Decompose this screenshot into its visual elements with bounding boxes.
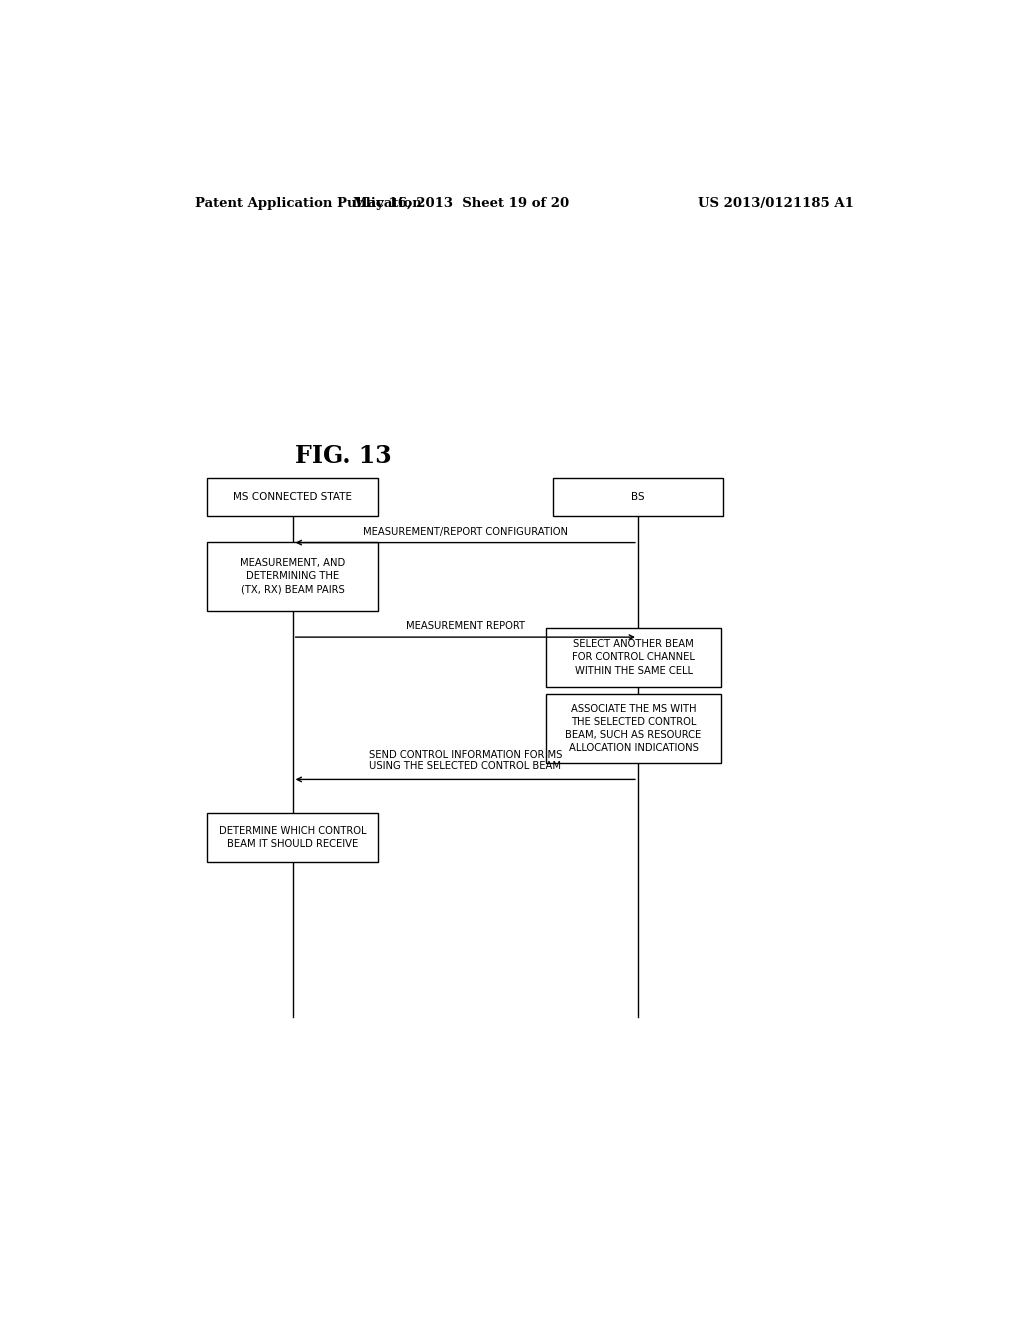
FancyBboxPatch shape bbox=[553, 478, 723, 516]
Text: Patent Application Publication: Patent Application Publication bbox=[196, 197, 422, 210]
FancyBboxPatch shape bbox=[207, 478, 378, 516]
FancyBboxPatch shape bbox=[546, 694, 721, 763]
Text: May 16, 2013  Sheet 19 of 20: May 16, 2013 Sheet 19 of 20 bbox=[353, 197, 569, 210]
Text: US 2013/0121185 A1: US 2013/0121185 A1 bbox=[698, 197, 854, 210]
FancyBboxPatch shape bbox=[207, 541, 378, 611]
Text: SEND CONTROL INFORMATION FOR MS
USING THE SELECTED CONTROL BEAM: SEND CONTROL INFORMATION FOR MS USING TH… bbox=[369, 750, 562, 771]
Text: DETERMINE WHICH CONTROL
BEAM IT SHOULD RECEIVE: DETERMINE WHICH CONTROL BEAM IT SHOULD R… bbox=[219, 826, 367, 849]
FancyBboxPatch shape bbox=[207, 813, 378, 862]
Text: MEASUREMENT REPORT: MEASUREMENT REPORT bbox=[406, 620, 524, 631]
Text: MEASUREMENT/REPORT CONFIGURATION: MEASUREMENT/REPORT CONFIGURATION bbox=[362, 527, 567, 536]
Text: MS CONNECTED STATE: MS CONNECTED STATE bbox=[233, 492, 352, 502]
Text: ASSOCIATE THE MS WITH
THE SELECTED CONTROL
BEAM, SUCH AS RESOURCE
ALLOCATION IND: ASSOCIATE THE MS WITH THE SELECTED CONTR… bbox=[565, 704, 701, 754]
Text: MEASUREMENT, AND
DETERMINING THE
(TX, RX) BEAM PAIRS: MEASUREMENT, AND DETERMINING THE (TX, RX… bbox=[240, 558, 345, 594]
Text: FIG. 13: FIG. 13 bbox=[295, 445, 391, 469]
Text: BS: BS bbox=[631, 492, 645, 502]
FancyBboxPatch shape bbox=[546, 628, 721, 686]
Text: SELECT ANOTHER BEAM
FOR CONTROL CHANNEL
WITHIN THE SAME CELL: SELECT ANOTHER BEAM FOR CONTROL CHANNEL … bbox=[572, 639, 695, 676]
